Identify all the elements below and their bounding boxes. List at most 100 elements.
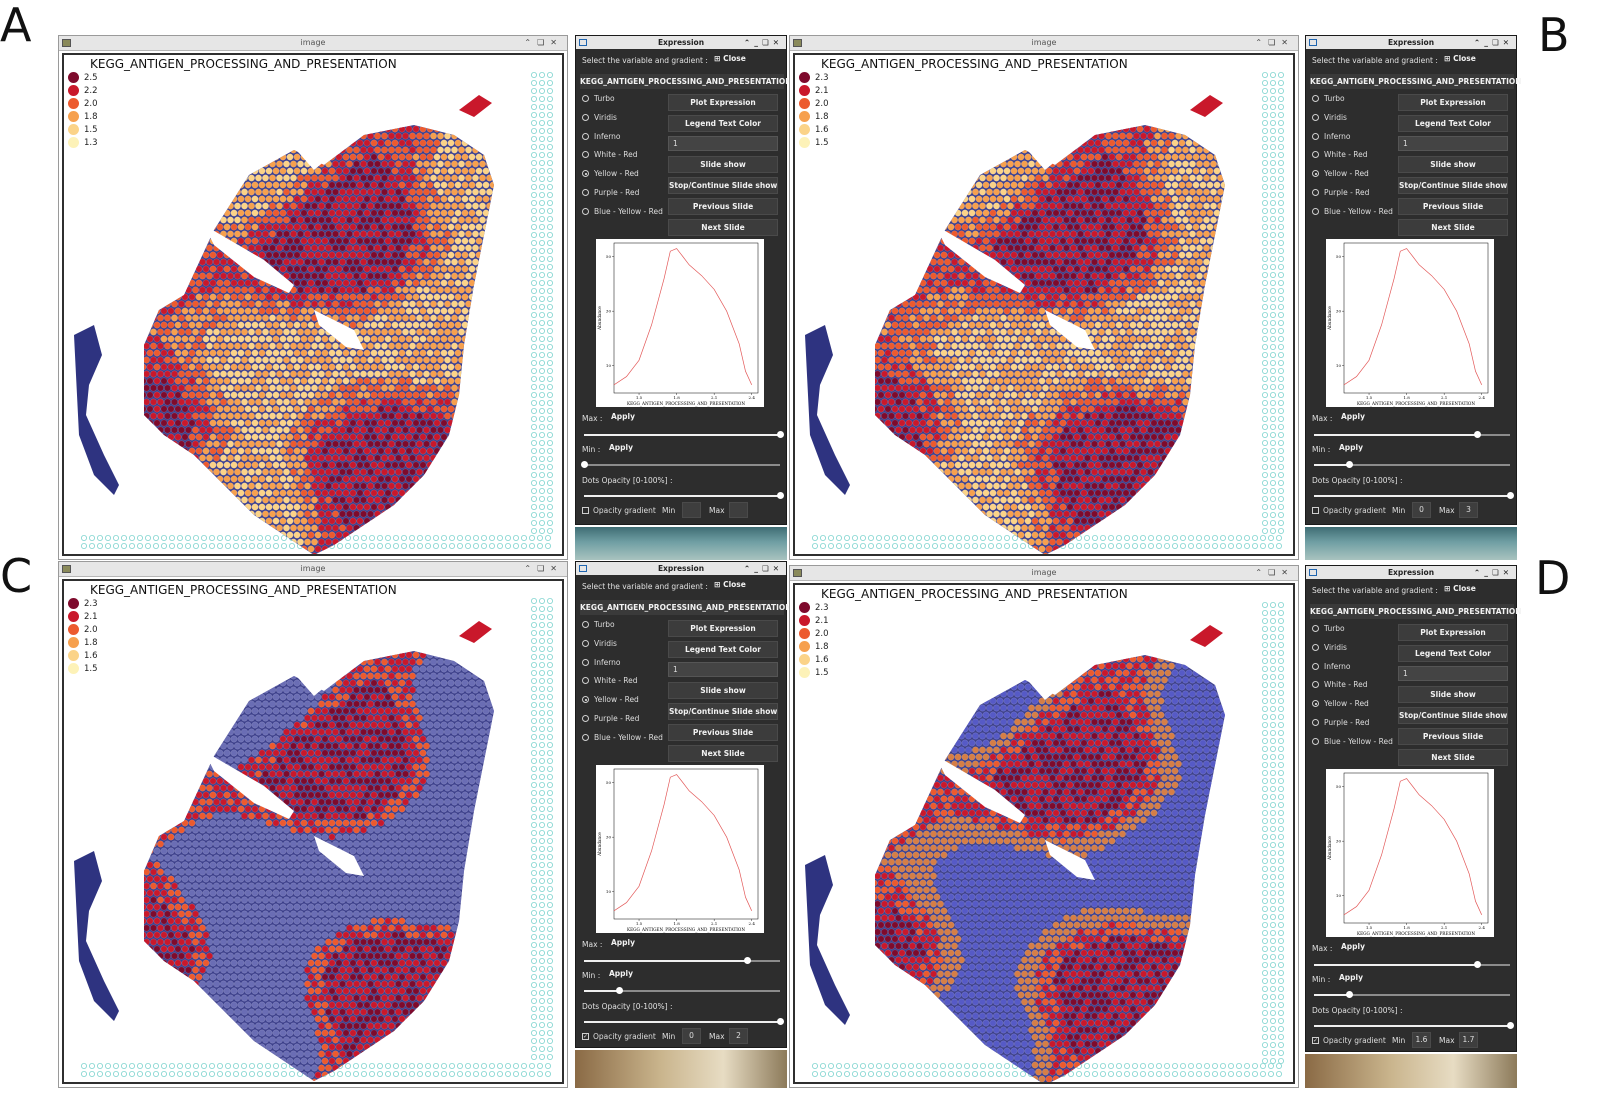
- radio-icon[interactable]: [582, 132, 589, 140]
- stop-continue-slide-show-button[interactable]: Stop/Continue Slide show: [1398, 177, 1508, 194]
- slider-handle[interactable]: [616, 987, 624, 994]
- minimize-icon[interactable]: _: [1484, 568, 1492, 577]
- max-apply-button[interactable]: Apply: [608, 936, 638, 951]
- restore-icon[interactable]: ❏: [1268, 568, 1282, 577]
- close-icon[interactable]: ✕: [772, 38, 783, 47]
- stop-continue-slide-show-button[interactable]: Stop/Continue Slide show: [1398, 707, 1508, 724]
- slide-show-button[interactable]: Slide show: [1398, 156, 1508, 173]
- next-slide-button[interactable]: Next Slide: [668, 219, 778, 236]
- collapse-icon[interactable]: ⌃: [743, 564, 755, 573]
- image-window-d[interactable]: image ⌃❏✕ KEGG_ANTIGEN_PROCESSING_AND_PR…: [789, 565, 1299, 1088]
- radio-icon[interactable]: [1312, 95, 1319, 102]
- og-max-input[interactable]: 3: [1459, 502, 1478, 518]
- min-slider[interactable]: [1314, 991, 1510, 998]
- gradient-option[interactable]: Turbo: [582, 94, 615, 103]
- image-window-titlebar[interactable]: image ⌃❏✕: [790, 36, 1298, 51]
- min-apply-button[interactable]: Apply: [606, 967, 636, 982]
- variable-selector[interactable]: KEGG_ANTIGEN_PROCESSING_AND_PRESENTATION: [580, 74, 792, 89]
- radio-icon[interactable]: [1312, 189, 1319, 196]
- restore-icon[interactable]: ❏: [761, 564, 773, 573]
- max-apply-button[interactable]: Apply: [1338, 940, 1368, 955]
- slider-handle[interactable]: [1346, 461, 1354, 468]
- previous-slide-button[interactable]: Previous Slide: [1398, 198, 1508, 215]
- og-min-input[interactable]: [682, 502, 701, 518]
- expression-window-titlebar[interactable]: Expression ⌃_❏✕: [576, 36, 786, 49]
- gradient-option[interactable]: Viridis: [582, 639, 617, 648]
- max-slider[interactable]: [584, 431, 784, 438]
- radio-icon[interactable]: [1312, 681, 1319, 689]
- og-min-input[interactable]: 0: [682, 1028, 701, 1044]
- og-min-input[interactable]: 0: [1412, 502, 1431, 518]
- max-slider[interactable]: [1314, 961, 1510, 968]
- collapse-icon[interactable]: ⌃: [524, 564, 538, 573]
- legend-text-color-input[interactable]: 1: [668, 136, 778, 151]
- close-icon[interactable]: ✕: [772, 564, 783, 573]
- collapse-icon[interactable]: ⌃: [1473, 568, 1485, 577]
- close-icon[interactable]: ✕: [1502, 38, 1513, 47]
- plot-expression-button[interactable]: Plot Expression: [668, 94, 778, 111]
- close-icon[interactable]: ✕: [550, 38, 563, 47]
- radio-icon[interactable]: [1312, 737, 1319, 745]
- window-controls[interactable]: ⌃❏✕: [524, 36, 563, 50]
- gradient-option[interactable]: Viridis: [582, 113, 617, 122]
- restore-icon[interactable]: ❏: [537, 38, 551, 47]
- radio-icon[interactable]: [1312, 700, 1319, 708]
- max-slider[interactable]: [584, 957, 780, 964]
- min-apply-button[interactable]: Apply: [1336, 971, 1366, 986]
- image-window-a[interactable]: image ⌃❏✕ KEGG_ANTIGEN_PROCESSING_AND_PR…: [58, 35, 568, 560]
- previous-slide-button[interactable]: Previous Slide: [668, 724, 778, 741]
- gradient-option[interactable]: Yellow - Red: [1312, 699, 1369, 708]
- plot-expression-button[interactable]: Plot Expression: [1398, 94, 1508, 111]
- legend-text-color-button[interactable]: Legend Text Color: [1398, 645, 1508, 662]
- image-canvas[interactable]: KEGG_ANTIGEN_PROCESSING_AND_PRESENTATION…: [62, 53, 564, 556]
- restore-icon[interactable]: ❏: [761, 38, 773, 47]
- og-max-input[interactable]: 2: [729, 1028, 748, 1044]
- collapse-icon[interactable]: ⌃: [524, 38, 538, 47]
- radio-icon[interactable]: [582, 621, 589, 628]
- gradient-option[interactable]: Inferno: [582, 658, 621, 667]
- image-canvas[interactable]: KEGG_ANTIGEN_PROCESSING_AND_PRESENTATION…: [793, 583, 1295, 1084]
- expression-window-c[interactable]: Expression ⌃_❏✕ Select the variable and …: [575, 561, 792, 1048]
- minimize-icon[interactable]: _: [1484, 38, 1492, 47]
- window-controls[interactable]: ⌃_❏✕: [744, 36, 783, 49]
- collapse-icon[interactable]: ⌃: [1255, 38, 1269, 47]
- image-canvas[interactable]: KEGG_ANTIGEN_PROCESSING_AND_PRESENTATION…: [793, 53, 1295, 556]
- radio-icon[interactable]: [1312, 132, 1319, 140]
- window-controls[interactable]: ⌃❏✕: [1255, 36, 1294, 50]
- opacity-gradient-toggle[interactable]: Opacity gradient: [582, 506, 656, 515]
- restore-icon[interactable]: ❏: [537, 564, 551, 573]
- slider-handle[interactable]: [743, 957, 751, 964]
- close-button[interactable]: ⊞ Close: [710, 579, 750, 593]
- image-window-b[interactable]: image ⌃❏✕ KEGG_ANTIGEN_PROCESSING_AND_PR…: [789, 35, 1299, 560]
- image-window-titlebar[interactable]: image ⌃❏✕: [59, 36, 567, 51]
- gradient-option[interactable]: Viridis: [1312, 113, 1347, 122]
- slide-show-button[interactable]: Slide show: [668, 156, 778, 173]
- slider-handle[interactable]: [1346, 991, 1354, 998]
- gradient-option[interactable]: Turbo: [582, 620, 615, 629]
- slider-handle[interactable]: [777, 1018, 784, 1025]
- radio-icon[interactable]: [1312, 643, 1319, 651]
- gradient-option[interactable]: Purple - Red: [1312, 718, 1369, 727]
- radio-icon[interactable]: [582, 696, 589, 704]
- window-controls[interactable]: ⌃_❏✕: [1474, 36, 1513, 49]
- gradient-option[interactable]: White - Red: [1312, 680, 1368, 689]
- radio-icon[interactable]: [1312, 170, 1319, 178]
- opacity-slider[interactable]: [1314, 1022, 1514, 1029]
- gradient-option[interactable]: Inferno: [1312, 662, 1351, 671]
- radio-icon[interactable]: [1312, 151, 1319, 159]
- window-controls[interactable]: ⌃❏✕: [524, 562, 563, 576]
- expression-window-b[interactable]: Expression ⌃_❏✕ Select the variable and …: [1305, 35, 1522, 525]
- gradient-option[interactable]: Yellow - Red: [582, 695, 639, 704]
- window-controls[interactable]: ⌃_❏✕: [744, 562, 783, 575]
- slider-handle[interactable]: [1473, 961, 1481, 968]
- plot-expression-button[interactable]: Plot Expression: [1398, 624, 1508, 641]
- next-slide-button[interactable]: Next Slide: [668, 745, 778, 762]
- collapse-icon[interactable]: ⌃: [743, 38, 755, 47]
- variable-selector[interactable]: KEGG_ANTIGEN_PROCESSING_AND_PRESENTATION: [1310, 74, 1522, 89]
- variable-selector[interactable]: KEGG_ANTIGEN_PROCESSING_AND_PRESENTATION: [580, 600, 792, 615]
- radio-icon[interactable]: [1312, 207, 1319, 215]
- gradient-option[interactable]: Inferno: [1312, 132, 1351, 141]
- minimize-icon[interactable]: _: [754, 564, 762, 573]
- previous-slide-button[interactable]: Previous Slide: [1398, 728, 1508, 745]
- radio-icon[interactable]: [1312, 625, 1319, 632]
